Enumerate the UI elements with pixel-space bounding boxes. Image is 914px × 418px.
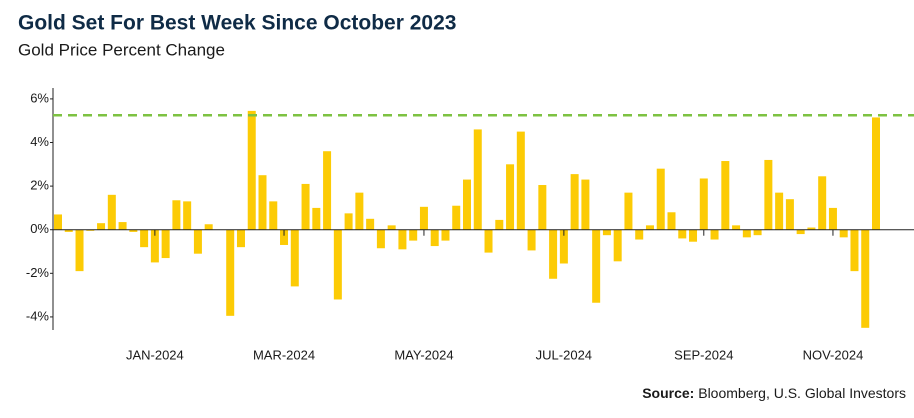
y-tick-label: 0% [30,221,49,236]
bar [193,229,202,254]
bar [495,219,504,230]
bar [333,229,342,300]
bar [699,178,708,230]
y-tick-label: -2% [26,265,50,280]
source: Source: Bloomberg, U.S. Global Investors [642,385,906,401]
bar [742,229,751,238]
bar [247,110,256,230]
bar [463,179,471,230]
bar [872,117,880,230]
bar [86,229,95,231]
chart-title: Gold Set For Best Week Since October 202… [18,12,456,35]
y-tick-label: 6% [30,90,49,105]
y-tick-label: 4% [30,134,49,149]
bar [366,218,375,230]
bar [236,229,245,248]
bar [441,229,450,241]
bar [559,229,568,264]
bar [97,223,106,230]
bar [387,225,396,230]
bar [656,168,665,230]
bar [506,164,515,230]
bar [613,229,622,262]
x-tick-label: SEP-2024 [674,347,733,362]
y-tick-label: 2% [30,178,49,193]
bar [376,229,385,249]
bar [624,192,633,230]
x-tick-label: NOV-2024 [803,347,864,362]
bar [161,229,170,259]
x-tick-label: MAY-2024 [394,347,453,362]
bar [183,201,192,230]
bar [592,229,601,303]
bar [269,201,278,230]
bar [828,207,837,230]
x-tick-label: MAR-2024 [253,347,315,362]
bar [581,179,590,230]
bar [344,213,353,230]
bar [764,159,773,230]
bar [861,229,870,328]
bar [398,229,407,250]
bar [323,151,332,230]
bar [118,222,127,230]
bar [538,185,547,230]
bar [473,129,482,230]
bar [172,200,181,230]
bar [150,229,159,263]
bar [645,225,654,230]
bar [64,229,73,232]
bar [635,229,644,240]
bar [527,229,536,251]
bar [204,224,213,230]
bar [452,205,461,230]
bar [775,192,784,230]
bar [678,229,687,239]
bar [54,214,62,230]
bar [484,229,493,253]
x-tick-label: JAN-2024 [126,347,184,362]
bar [807,227,816,230]
bar [549,229,558,279]
bar [689,229,698,242]
chart-subtitle: Gold Price Percent Change [18,40,225,59]
bar [710,229,719,240]
bar [301,183,310,230]
bar [312,207,321,230]
bar [409,229,418,241]
bar [140,229,149,248]
bar [732,225,741,230]
bar [602,229,611,236]
x-tick-label: JUL-2024 [536,347,592,362]
bar [796,229,805,235]
bar [430,229,439,247]
bar [226,229,235,316]
bar [280,229,289,245]
source-label: Source: [642,385,694,401]
bar [75,229,84,272]
bar [753,229,762,236]
bar [667,212,676,230]
bar [570,174,579,230]
bar [785,199,794,230]
bar [107,194,116,230]
bar [850,229,859,272]
bar [516,131,525,230]
bar [419,206,428,230]
source-text: Bloomberg, U.S. Global Investors [698,385,906,401]
bar [258,175,267,230]
bar [721,161,730,230]
bar [129,229,138,232]
y-tick-label: -4% [26,308,50,323]
bar [818,176,827,230]
bar [290,229,299,287]
bar [355,192,364,230]
bar [839,229,848,238]
